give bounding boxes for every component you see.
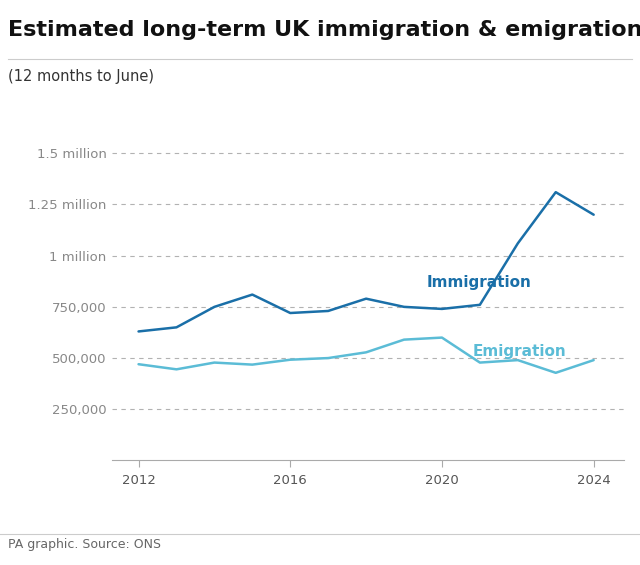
Text: Estimated long-term UK immigration & emigration: Estimated long-term UK immigration & emi… — [8, 20, 640, 40]
Text: (12 months to June): (12 months to June) — [8, 69, 154, 84]
Text: Immigration: Immigration — [427, 275, 532, 290]
Text: PA graphic. Source: ONS: PA graphic. Source: ONS — [8, 538, 161, 551]
Text: Emigration: Emigration — [472, 345, 566, 359]
